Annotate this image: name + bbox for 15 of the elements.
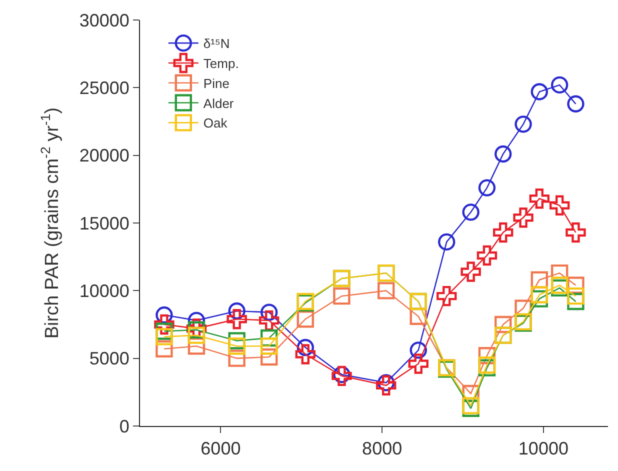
x-tick-label: 6000 — [200, 438, 241, 459]
y-tick-label: 30000 — [79, 10, 130, 30]
y-tick-label: 25000 — [79, 78, 130, 98]
legend-label: Oak — [203, 116, 228, 131]
y-tick-label: 10000 — [79, 280, 130, 301]
legend-label: Pine — [203, 76, 230, 91]
x-tick-label: 8000 — [362, 438, 402, 459]
y-tick-label: 5000 — [89, 348, 130, 369]
legend-label: δ¹⁵N — [203, 36, 230, 52]
legend-label: Alder — [203, 96, 234, 111]
y-tick-label: 20000 — [79, 146, 130, 166]
x-tick-label: 10000 — [518, 438, 568, 459]
y-tick-label: 0 — [119, 416, 130, 436]
legend-label: Temp. — [203, 56, 239, 72]
y-tick-label: 15000 — [79, 213, 130, 234]
